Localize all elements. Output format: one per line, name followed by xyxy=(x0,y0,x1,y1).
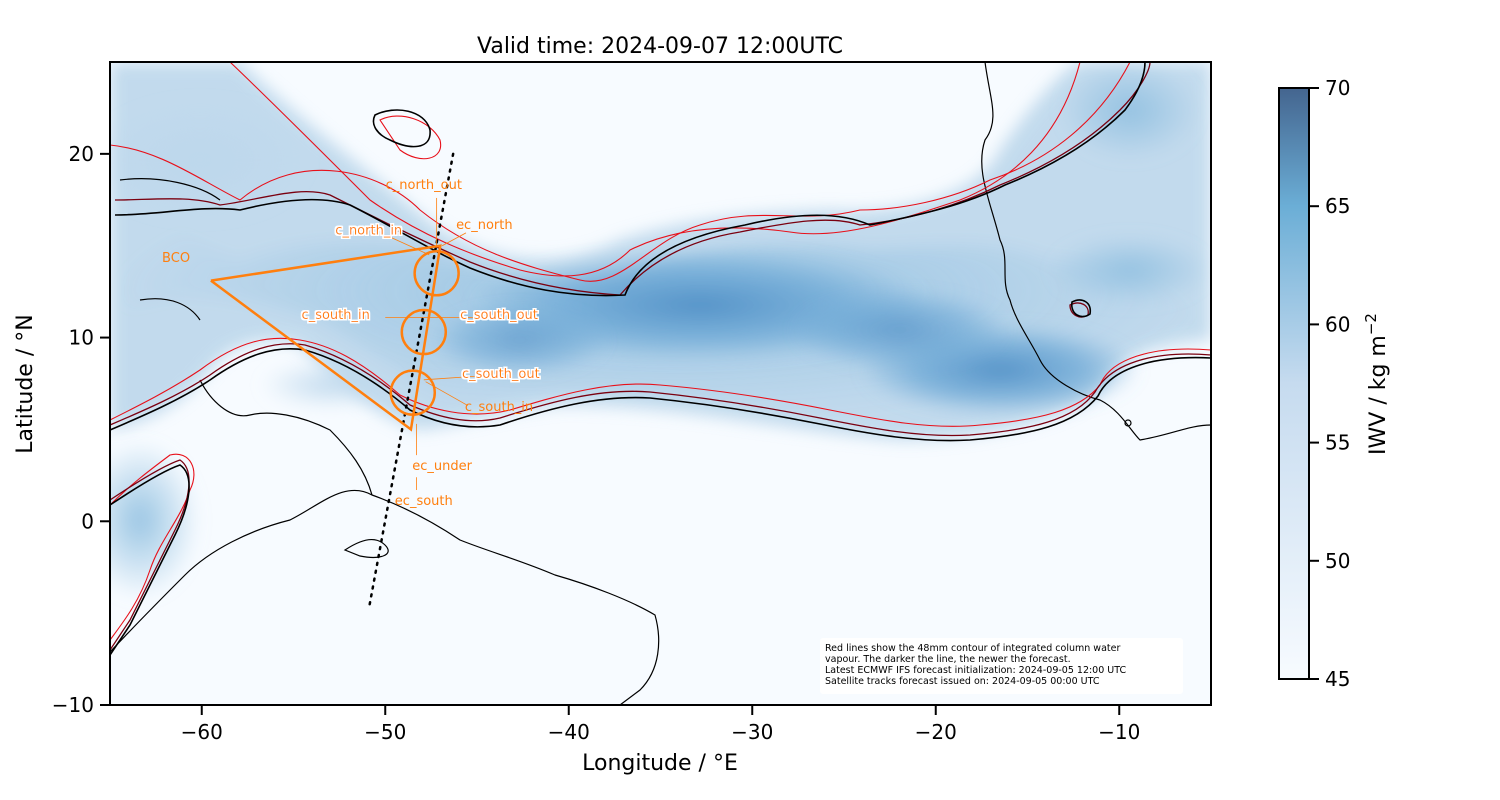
iwv-guiana xyxy=(260,360,400,410)
coast-africa xyxy=(981,62,1211,441)
colorbar-tick-label: 55 xyxy=(1325,431,1350,455)
iwv-field xyxy=(110,62,1211,600)
x-axis-ticks: −60 −50 −40 −30 −20 −10 xyxy=(181,705,1140,744)
colorbar: 45 50 55 60 65 70 IWV / kg m−2 xyxy=(1278,76,1391,691)
coast-guiana xyxy=(199,379,373,496)
contour-old xyxy=(110,62,1211,641)
map-frame xyxy=(109,61,1212,706)
label-leader-line xyxy=(425,381,469,406)
colorbar-tick-label: 70 xyxy=(1325,76,1350,100)
y-tick-label: 0 xyxy=(81,509,94,533)
contour-old-north-2 xyxy=(229,62,1081,277)
contour-new-north xyxy=(114,62,1146,297)
flight-plan: BCO c_north_out ec_north c_north_in c_south_… xyxy=(162,152,540,611)
track-label-c_north_out: c_north_out xyxy=(386,178,462,193)
x-tick-label: −20 xyxy=(915,720,957,744)
note-box-bg xyxy=(820,638,1183,694)
note-line-3: Latest ECMWF IFS forecast initialization… xyxy=(825,665,1126,676)
contour-old-north xyxy=(110,62,1131,282)
x-axis-label: Longitude / °E xyxy=(582,751,738,776)
contour-new-south xyxy=(110,347,1211,442)
track-label-c_south_in_2: c_south_in xyxy=(465,400,533,415)
flight-circle xyxy=(413,250,460,297)
track-label-ec_north: ec_north xyxy=(456,218,513,233)
track-label-c_south_out_1: c_south_out xyxy=(460,308,538,323)
x-tick-label: −10 xyxy=(1098,720,1140,744)
colorbar-bar xyxy=(1278,87,1310,680)
coast-south-america xyxy=(110,489,660,705)
label-leader-line xyxy=(423,375,478,381)
x-tick-label: −30 xyxy=(731,720,773,744)
x-tick-label: −60 xyxy=(181,720,223,744)
y-axis-label: Latitude / °N xyxy=(13,314,38,453)
chart-title: Valid time: 2024-09-07 12:00UTC xyxy=(477,34,843,59)
colorbar-tick-label: 60 xyxy=(1325,312,1350,336)
iwv-amazon xyxy=(110,440,200,600)
contour-mid xyxy=(110,62,1211,651)
flight-track-line xyxy=(210,244,442,432)
colorbar-label-exponent: −2 xyxy=(1362,313,1380,335)
note-line-1: Red lines show the 48mm contour of integ… xyxy=(825,643,1120,654)
label-leader-line xyxy=(441,232,467,247)
track-label-c_south_out_2: c_south_out xyxy=(462,367,540,382)
x-tick-label: −40 xyxy=(548,720,590,744)
contour-old-amazon xyxy=(110,453,195,641)
iwv-contours xyxy=(110,62,1211,656)
contour-old-blob xyxy=(379,115,442,160)
track-label-ec_under: ec_under xyxy=(412,459,472,474)
y-tick-label: 20 xyxy=(69,142,94,166)
colorbar-tick-label: 65 xyxy=(1325,194,1350,218)
y-tick-label: 10 xyxy=(69,326,94,350)
contour-mid-amazon xyxy=(110,459,190,651)
track-label-c_north_in: c_north_in xyxy=(335,224,402,239)
track-label-BCO: BCO xyxy=(162,251,190,266)
contour-new-amazon xyxy=(110,464,190,656)
coast-island xyxy=(1124,419,1132,427)
y-tick-label: −10 xyxy=(52,693,94,717)
x-tick-label: −50 xyxy=(364,720,406,744)
coast-cuba xyxy=(119,178,221,201)
colorbar-label: IWV / kg m−2 xyxy=(1362,313,1391,455)
contour-mid-north xyxy=(114,62,1151,296)
iwv-max-mid xyxy=(790,290,1010,370)
contour-new-island xyxy=(1071,299,1092,318)
y-axis-ticks: 20 10 0 −10 xyxy=(52,142,110,717)
map-area: BCO c_north_out ec_north c_north_in c_south_… xyxy=(110,62,1211,705)
iwv-max-west xyxy=(430,305,610,375)
flight-circle xyxy=(389,369,437,416)
iwv-caribbean xyxy=(110,100,310,220)
colorbar-label-main: IWV / kg m xyxy=(1366,335,1391,455)
contour-mid-south xyxy=(110,343,1211,437)
contour-newest xyxy=(110,62,1211,656)
note-box: Red lines show the 48mm contour of integ… xyxy=(820,638,1183,694)
colorbar-tick-label: 50 xyxy=(1325,549,1350,573)
coastlines xyxy=(110,62,1211,705)
colorbar-tick-label: 45 xyxy=(1325,667,1350,691)
colorbar-ticks: 45 50 55 60 65 70 xyxy=(1309,76,1350,691)
coast-antilles xyxy=(139,298,201,321)
label-leader-line xyxy=(388,236,430,256)
contour-old-south xyxy=(110,337,1211,427)
flight-circle xyxy=(400,308,448,356)
satellite-track-line xyxy=(367,152,455,611)
track-label-c_south_in_1: c_south_in xyxy=(302,308,370,323)
contour-new-blob xyxy=(372,109,431,148)
note-line-4: Satellite tracks forecast issued on: 202… xyxy=(825,676,1100,687)
iwv-east-africa xyxy=(1050,235,1210,305)
coast-marajo xyxy=(343,538,389,558)
note-line-2: vapour. The darker the line, the newer t… xyxy=(825,654,1071,665)
track-label-ec_south: ec_south xyxy=(395,494,453,509)
